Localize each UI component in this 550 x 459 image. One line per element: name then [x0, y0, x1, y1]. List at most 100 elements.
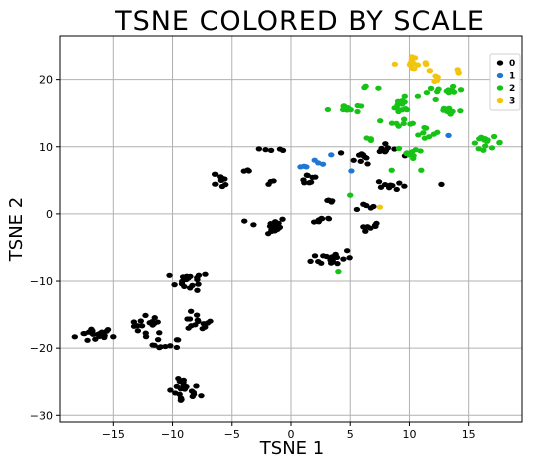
point-series-0	[309, 174, 316, 180]
x-tick-label: −5	[224, 428, 240, 441]
point-series-0	[130, 319, 138, 325]
point-series-0	[315, 217, 322, 223]
point-series-2	[432, 96, 439, 103]
point-series-0	[267, 178, 275, 185]
point-series-0	[202, 271, 209, 277]
point-series-2	[427, 85, 435, 91]
legend-label-2: 2	[509, 84, 515, 94]
point-series-2	[400, 120, 407, 127]
point-series-2	[443, 88, 450, 94]
point-series-0	[340, 256, 347, 262]
point-series-0	[373, 220, 380, 226]
point-series-0	[174, 337, 182, 343]
point-series-3	[422, 60, 429, 66]
point-series-0	[187, 308, 195, 314]
point-series-0	[176, 391, 183, 397]
point-series-0	[173, 344, 181, 351]
point-series-0	[396, 180, 403, 186]
point-series-0	[98, 329, 106, 335]
point-series-0	[189, 393, 196, 400]
y-tick-label: −20	[30, 342, 53, 355]
point-series-0	[162, 343, 169, 350]
point-series-0	[195, 272, 203, 278]
point-series-2	[377, 118, 384, 124]
point-series-2	[402, 106, 409, 112]
point-series-2	[420, 130, 427, 136]
point-series-0	[186, 285, 194, 291]
point-series-0	[171, 282, 178, 288]
point-series-2	[415, 132, 422, 138]
point-series-3	[426, 68, 434, 74]
point-series-3	[431, 78, 438, 84]
point-series-3	[411, 55, 419, 61]
point-series-0	[250, 222, 257, 228]
point-series-2	[482, 143, 489, 149]
chart-title: TSNE COLORED BY SCALE	[114, 6, 485, 37]
point-series-0	[101, 334, 108, 341]
point-series-0	[199, 326, 206, 332]
point-series-2	[354, 102, 361, 109]
point-series-2	[347, 192, 354, 198]
point-series-0	[193, 312, 201, 318]
point-series-0	[134, 328, 142, 334]
point-series-0	[279, 216, 286, 222]
legend-label-1: 1	[509, 72, 515, 82]
point-series-0	[193, 383, 200, 389]
point-series-0	[92, 336, 99, 342]
y-tick-label: −10	[30, 275, 53, 288]
point-series-0	[103, 328, 110, 334]
point-series-0	[376, 148, 384, 155]
point-series-3	[434, 74, 441, 80]
point-series-0	[438, 181, 445, 187]
point-series-0	[307, 258, 314, 264]
point-series-2	[403, 150, 410, 157]
point-series-0	[306, 180, 313, 186]
point-series-0	[142, 312, 149, 319]
x-tick-label: 15	[462, 428, 476, 441]
series-1	[297, 132, 452, 174]
point-series-2	[335, 269, 342, 275]
point-series-0	[167, 387, 174, 393]
point-series-2	[407, 121, 414, 127]
point-series-0	[241, 218, 248, 224]
point-series-0	[151, 315, 158, 321]
series-3	[376, 54, 462, 210]
point-series-0	[194, 317, 202, 323]
point-series-0	[325, 216, 333, 222]
point-series-0	[350, 157, 357, 163]
point-series-2	[395, 108, 402, 115]
point-series-3	[454, 67, 461, 73]
point-series-2	[388, 167, 395, 173]
point-series-0	[362, 228, 369, 234]
point-series-2	[421, 135, 429, 141]
point-series-1	[348, 168, 355, 174]
point-series-0	[262, 147, 269, 153]
point-series-0	[175, 375, 182, 382]
point-series-2	[496, 139, 503, 145]
point-series-0	[207, 318, 214, 324]
y-tick-label: 0	[46, 208, 53, 221]
y-axis-label: TSNE 2	[6, 197, 27, 262]
point-series-0	[318, 260, 325, 266]
point-series-0	[167, 343, 174, 349]
point-series-2	[362, 83, 369, 89]
point-series-0	[151, 342, 158, 348]
point-series-2	[490, 133, 498, 140]
point-series-0	[355, 152, 363, 158]
point-series-2	[418, 167, 425, 173]
point-series-0	[179, 274, 187, 280]
point-series-2	[388, 120, 396, 126]
point-series-0	[142, 330, 149, 336]
point-series-0	[166, 272, 173, 278]
point-series-2	[393, 104, 400, 110]
point-series-0	[154, 337, 162, 343]
point-series-0	[381, 181, 389, 188]
point-series-0	[360, 224, 367, 230]
point-series-0	[357, 158, 364, 164]
x-tick-label: 0	[288, 428, 295, 441]
point-series-2	[483, 138, 491, 144]
point-series-0	[195, 281, 202, 287]
point-series-0	[218, 183, 226, 190]
point-series-2	[375, 85, 382, 91]
